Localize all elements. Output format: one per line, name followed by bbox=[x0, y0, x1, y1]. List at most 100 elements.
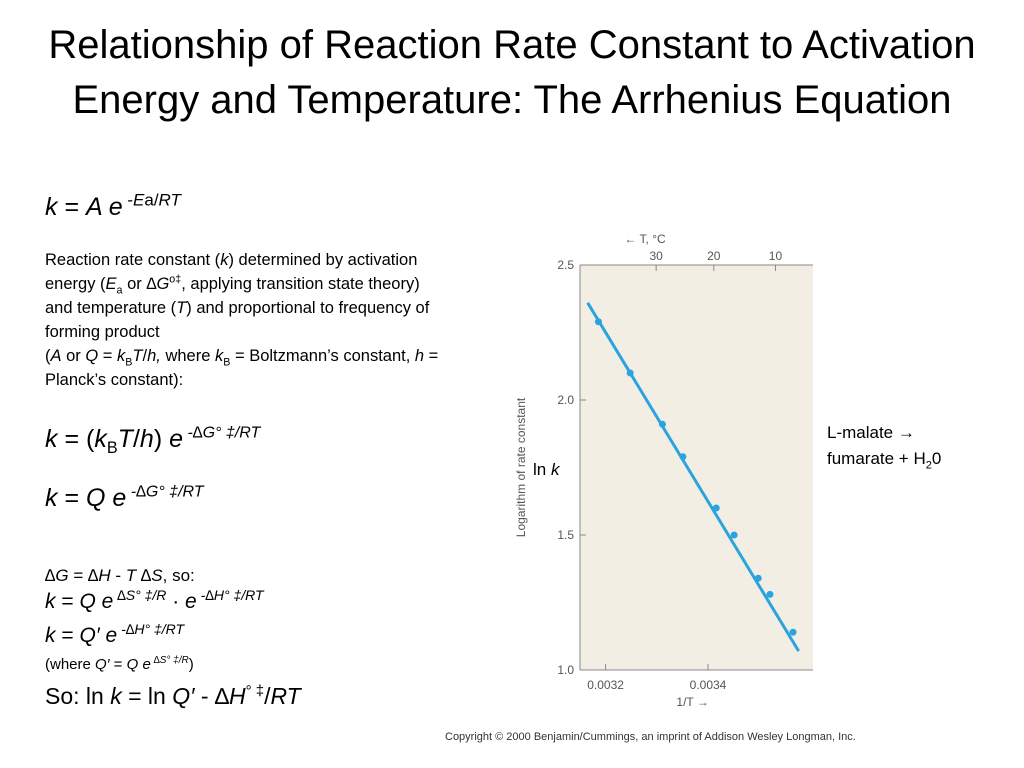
t: e bbox=[169, 425, 183, 453]
eq-k: k bbox=[45, 193, 58, 221]
t: h bbox=[414, 347, 425, 365]
t: , so: bbox=[162, 566, 195, 585]
y-axis-label: Logarithm of rate constant bbox=[514, 397, 528, 537]
annotation-line-2: fumarate + H20 bbox=[827, 446, 941, 472]
t: h, bbox=[147, 347, 161, 365]
t: ) bbox=[188, 656, 194, 673]
t: a bbox=[116, 284, 123, 297]
t: -∆H° ‡/RT bbox=[117, 621, 185, 637]
data-point bbox=[658, 420, 666, 428]
eq-exp-a: a bbox=[144, 190, 154, 210]
eq-exp-minus: - bbox=[122, 190, 133, 210]
t: A bbox=[50, 347, 62, 365]
t: / bbox=[142, 347, 148, 365]
fit-line bbox=[586, 302, 800, 652]
para-line-5: (A or Q = kBT/h, where kB = Boltzmann’s … bbox=[45, 344, 438, 368]
t: = bbox=[68, 566, 88, 585]
t: e bbox=[185, 590, 197, 613]
y-tick-label: 2.0 bbox=[557, 393, 574, 407]
t: E bbox=[105, 275, 117, 293]
t: - bbox=[110, 566, 126, 585]
arrhenius-equation: k = A e -Ea/RT bbox=[45, 190, 181, 222]
t: T bbox=[176, 299, 187, 317]
data-point bbox=[730, 531, 738, 539]
t: e bbox=[95, 590, 114, 613]
t: e bbox=[138, 656, 151, 673]
t: T bbox=[125, 566, 137, 585]
t: -∆G° ‡/RT bbox=[183, 424, 261, 442]
y-tick-label: 2.5 bbox=[557, 258, 574, 272]
t: and temperature ( bbox=[45, 299, 177, 317]
t: -∆H° ‡/RT bbox=[196, 587, 264, 603]
t: Q bbox=[86, 484, 106, 512]
t: Q′ bbox=[95, 656, 110, 673]
y-tick-label: 1.5 bbox=[557, 528, 574, 542]
slide-title: Relationship of Reaction Rate Constant t… bbox=[48, 23, 976, 122]
t: / bbox=[264, 683, 271, 709]
t: k bbox=[45, 590, 56, 613]
t: ) determined by activation bbox=[228, 251, 418, 269]
t: ) bbox=[153, 425, 170, 453]
para-line-1: Reaction rate constant (k) determined by… bbox=[45, 248, 438, 272]
t: Reaction rate constant ( bbox=[45, 251, 221, 269]
t: = ( bbox=[57, 425, 95, 453]
para-line-3: and temperature (T) and proportional to … bbox=[45, 296, 438, 320]
explanation-paragraph: Reaction rate constant (k) determined by… bbox=[45, 248, 438, 392]
enthalpy-equation: k = Q′ e -∆H° ‡/RT bbox=[45, 621, 185, 648]
data-point bbox=[712, 504, 720, 512]
x-tick-label: 0.0034 bbox=[690, 678, 727, 692]
t: k bbox=[117, 347, 126, 365]
eq-exp-slash: / bbox=[153, 190, 159, 210]
t: ln bbox=[533, 460, 551, 479]
entropy-enthalpy-equation: k = Q e ∆S° ‡/R · e -∆H° ‡/RT bbox=[45, 587, 264, 614]
where-Q-prime: (where Q′ = Q e ∆S° ‡/R) bbox=[45, 656, 194, 674]
t: So: ln bbox=[45, 683, 111, 709]
t: · bbox=[166, 590, 186, 613]
eyring-equation: k = (kBT/h) e -∆G° ‡/RT bbox=[45, 424, 261, 457]
t: = bbox=[57, 484, 86, 512]
t: ∆G bbox=[146, 275, 170, 293]
top-tick-label: 30 bbox=[649, 249, 663, 263]
t: ∆G bbox=[45, 566, 69, 585]
t: Q′ bbox=[172, 683, 195, 709]
t: H bbox=[228, 683, 246, 709]
data-point bbox=[766, 590, 774, 598]
t: h bbox=[139, 425, 154, 453]
top-axis-label: ← T, °C bbox=[624, 232, 666, 246]
t: ( bbox=[45, 347, 51, 365]
t: where bbox=[160, 347, 215, 365]
t: ∆S bbox=[136, 566, 163, 585]
arrhenius-plot: 1.0 1.5 2.0 2.5 0.0032 0.0034 30 20 10 ← T, °C 1/T… bbox=[514, 232, 813, 709]
t: (where bbox=[45, 656, 96, 673]
eyring-Q-equation: k = Q e -∆G° ‡/RT bbox=[45, 484, 204, 513]
t: k bbox=[220, 251, 229, 269]
t: RT bbox=[270, 683, 301, 709]
top-tick-label: 20 bbox=[707, 249, 721, 263]
eq-exp-E: E bbox=[133, 190, 145, 210]
t: Q bbox=[85, 347, 99, 365]
t: B bbox=[223, 356, 231, 369]
t: Q bbox=[79, 590, 96, 613]
annotation-line-1: L-malate → bbox=[827, 423, 915, 442]
t: e bbox=[105, 484, 127, 512]
t: = bbox=[55, 590, 80, 613]
t: T bbox=[132, 347, 143, 365]
t: energy ( bbox=[45, 275, 106, 293]
t: e bbox=[99, 624, 118, 647]
t: k bbox=[110, 683, 122, 709]
t: = bbox=[109, 656, 127, 673]
t: T bbox=[117, 425, 133, 453]
t: - ∆ bbox=[194, 683, 229, 709]
t: B bbox=[125, 356, 133, 369]
t: k bbox=[214, 347, 224, 365]
eq-e: e bbox=[101, 193, 123, 221]
data-point bbox=[789, 628, 797, 636]
t: B bbox=[106, 439, 118, 457]
t: , applying transition state theory) bbox=[181, 275, 420, 293]
eq-equals: = bbox=[57, 193, 86, 221]
t: = bbox=[98, 347, 118, 365]
t: k bbox=[45, 624, 56, 647]
y-tick-label: 1.0 bbox=[557, 663, 574, 677]
gibbs-equation: ∆G = ∆H - T ∆S, so: bbox=[45, 566, 195, 586]
t: k bbox=[45, 484, 58, 512]
